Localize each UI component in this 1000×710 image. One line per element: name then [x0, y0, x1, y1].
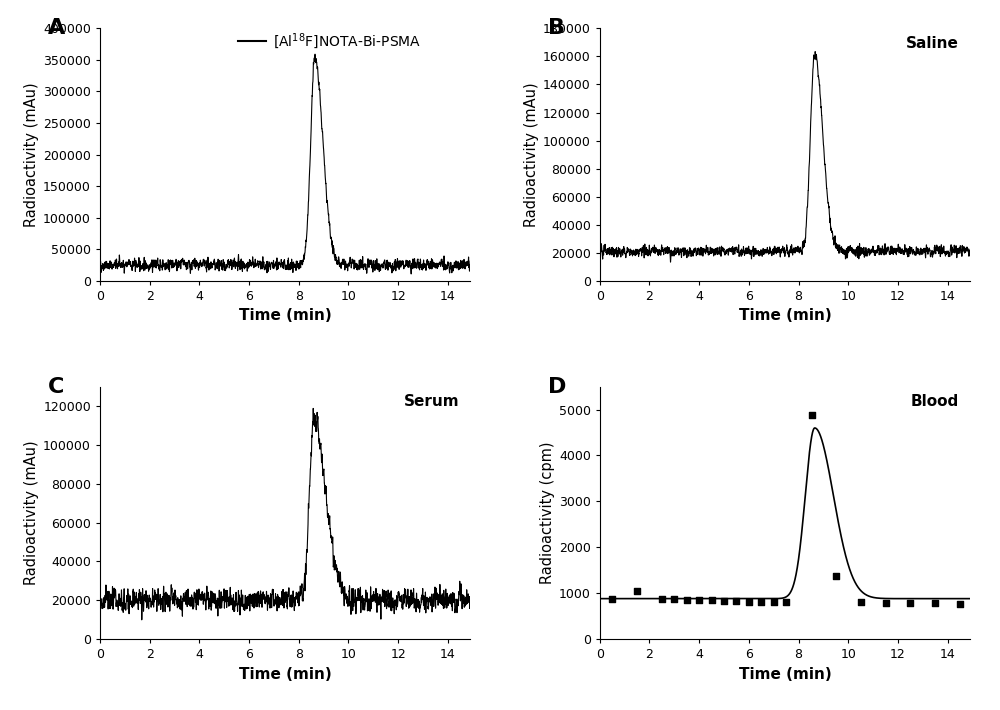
Y-axis label: Radioactivity (mAu): Radioactivity (mAu) — [524, 82, 539, 227]
Point — [654, 593, 670, 604]
X-axis label: Time (min): Time (min) — [739, 667, 831, 682]
Point — [679, 594, 695, 605]
X-axis label: Time (min): Time (min) — [239, 308, 331, 323]
Point — [753, 596, 769, 608]
Point — [691, 594, 707, 606]
Point — [778, 596, 794, 608]
Point — [604, 593, 620, 604]
Point — [853, 596, 869, 608]
Text: Blood: Blood — [911, 394, 959, 409]
Point — [704, 595, 720, 606]
Point — [666, 594, 682, 605]
Text: A: A — [48, 18, 65, 38]
Legend: [Al$^{18}$F]NOTA-Bi-PSMA: [Al$^{18}$F]NOTA-Bi-PSMA — [233, 26, 427, 56]
X-axis label: Time (min): Time (min) — [239, 667, 331, 682]
Text: Serum: Serum — [403, 394, 459, 409]
Y-axis label: Radioactivity (mAu): Radioactivity (mAu) — [24, 440, 39, 585]
Point — [804, 410, 820, 421]
Point — [766, 596, 782, 608]
Point — [716, 595, 732, 606]
Point — [828, 570, 844, 581]
Text: D: D — [548, 376, 566, 397]
Point — [952, 598, 968, 609]
Text: C: C — [48, 376, 65, 397]
Point — [927, 598, 943, 609]
X-axis label: Time (min): Time (min) — [739, 308, 831, 323]
Y-axis label: Radioactivity (cpm): Radioactivity (cpm) — [540, 442, 555, 584]
Point — [629, 585, 645, 596]
Point — [902, 598, 918, 609]
Point — [741, 596, 757, 607]
Text: B: B — [548, 18, 565, 38]
Point — [728, 596, 744, 607]
Point — [878, 597, 894, 608]
Text: Saline: Saline — [906, 36, 959, 51]
Y-axis label: Radioactivity (mAu): Radioactivity (mAu) — [24, 82, 39, 227]
